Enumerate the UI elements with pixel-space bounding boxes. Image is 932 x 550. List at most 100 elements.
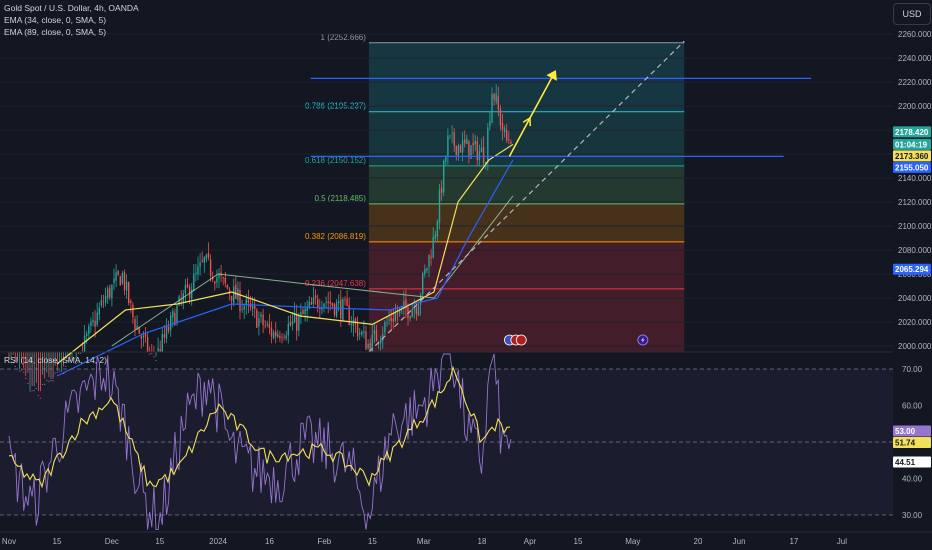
candle-body [335, 302, 338, 317]
candle-body [18, 370, 21, 372]
candle-body [241, 308, 243, 310]
candle-body [33, 390, 35, 392]
candle-body [251, 305, 254, 310]
candle-body [100, 300, 103, 306]
fib-zone [368, 203, 685, 242]
candle-body [104, 295, 107, 303]
candle-body [476, 141, 478, 161]
candle-body [35, 388, 37, 390]
currency-button[interactable]: USD [893, 3, 931, 25]
candle-body [121, 272, 124, 284]
candle-body [75, 363, 77, 364]
candle-body [272, 332, 275, 339]
ema89-legend[interactable]: EMA (89, close, 0, SMA, 5) [4, 27, 106, 37]
candle-body [235, 284, 237, 299]
price-tag: 44.51 [893, 456, 931, 468]
fib-zone [368, 165, 685, 204]
candle-body [254, 305, 256, 309]
time-tick-label: Jun [733, 537, 746, 546]
candle-body [243, 306, 245, 310]
candle-body [424, 269, 426, 275]
price-tag: 2178.420 [893, 126, 931, 138]
candle-body [321, 307, 323, 310]
price-tick-label: 2240.000 [898, 54, 932, 63]
candle-body [451, 133, 453, 135]
candle-body [31, 390, 33, 392]
candle-body [54, 372, 56, 374]
candle-body [392, 318, 394, 322]
projection-arrowhead [546, 70, 557, 81]
candle-body [149, 353, 151, 355]
ema34-line [56, 143, 514, 365]
price-tag-bg [893, 456, 931, 468]
economic-events [504, 334, 527, 346]
candle-body [218, 274, 220, 278]
candle-body [445, 156, 447, 162]
time-tick-label: Jul [837, 537, 847, 546]
candle-body [394, 313, 397, 321]
price-tag-bg [893, 150, 931, 162]
candle-body [12, 361, 14, 363]
price-tag-label: 2155.050 [895, 163, 929, 172]
candle-body [151, 353, 153, 354]
candle-body [256, 310, 258, 328]
candle-body [413, 307, 415, 310]
candle-body [398, 308, 401, 314]
candle-body [155, 360, 157, 362]
price-tick-label: 2000.000 [898, 342, 932, 351]
candle-body [197, 266, 199, 275]
candle-body [92, 319, 94, 323]
price-tag: 01:04:19 [893, 138, 931, 150]
candle-body [94, 320, 96, 327]
candle-body [289, 322, 292, 326]
candle-body [163, 334, 166, 338]
candle-body [270, 327, 273, 337]
candle-body [434, 234, 436, 239]
candle-body [20, 369, 23, 371]
candle-body [69, 360, 71, 362]
candle-body [312, 297, 315, 304]
candle-body [426, 267, 428, 271]
candle-body [510, 141, 512, 144]
candle-body [52, 380, 54, 382]
candle-body [480, 147, 483, 153]
candle-body [88, 326, 90, 334]
time-tick-label: 15 [155, 537, 164, 546]
price-tag-label: 53.00 [895, 427, 916, 436]
candle-body [350, 324, 352, 326]
candle-body [228, 289, 231, 294]
time-tick-label: 15 [53, 537, 62, 546]
candle-body [308, 302, 310, 307]
candle-body [327, 301, 329, 304]
candle-body [459, 145, 462, 153]
price-tag: 2173.360 [893, 150, 931, 162]
price-tick-label: 2140.000 [898, 174, 932, 183]
fib-level-label: 0.618 (2150.152) [305, 156, 366, 165]
candle-body [356, 324, 359, 337]
price-tick-label: 2080.000 [898, 246, 932, 255]
candle-body [203, 257, 205, 263]
candle-body [342, 299, 344, 321]
rsi-tick-label: 30.00 [902, 511, 923, 520]
candle-body [165, 325, 168, 339]
candle-body [90, 321, 92, 326]
candle-body [174, 312, 176, 326]
candle-body [191, 289, 193, 300]
fibonacci-retracement[interactable]: 1 (2252.666)0.786 (2195.237)0.618 (2150.… [305, 33, 685, 352]
candle-body [497, 96, 499, 110]
ema34-legend[interactable]: EMA (34, close, 0, SMA, 5) [4, 15, 106, 25]
candle-body [331, 302, 334, 306]
rsi-ma-line [8, 365, 511, 489]
fib-zone [368, 42, 685, 112]
candle-body [113, 278, 115, 283]
candle-body [396, 313, 399, 315]
drawings[interactable] [310, 40, 812, 353]
symbol-legend[interactable]: Gold Spot / U.S. Dollar, 4h, OANDA [4, 3, 139, 13]
price-tag-bg [893, 161, 931, 173]
projection-mid-arrow [522, 116, 531, 127]
candle-body [386, 322, 388, 324]
candle-body [83, 335, 86, 352]
candle-body [195, 272, 197, 275]
rsi-legend[interactable]: RSI (14, close, SMA, 14, 2) [4, 355, 107, 365]
